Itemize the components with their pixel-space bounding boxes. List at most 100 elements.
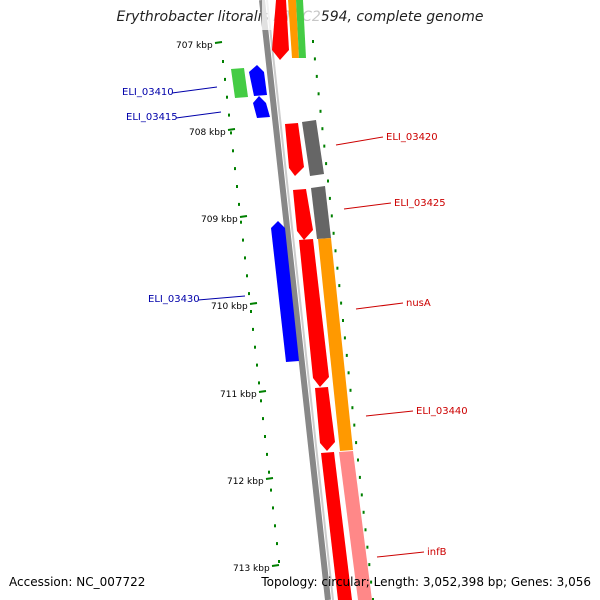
tick-label-707: 707 kbp xyxy=(176,41,213,51)
left-track-dot xyxy=(232,149,234,153)
gene-eli-03440[interactable] xyxy=(315,387,335,451)
gene-top-red[interactable] xyxy=(272,0,289,60)
right-track-dot xyxy=(355,441,358,445)
tick-711 xyxy=(258,390,267,393)
right-track-dot xyxy=(343,336,346,340)
genome-stats-text: Topology: circular; Length: 3,052,398 bp… xyxy=(261,575,591,589)
tick-label-709: 709 kbp xyxy=(201,215,238,225)
right-track-dot xyxy=(372,598,374,600)
gene-eli-03410[interactable] xyxy=(249,65,267,96)
right-track-dot xyxy=(366,545,369,549)
left-track-dot xyxy=(236,185,238,188)
left-track-dot xyxy=(252,327,254,331)
left-track-dot xyxy=(256,363,258,367)
tick-dot-track xyxy=(222,40,374,600)
left-track-dot xyxy=(228,113,230,117)
leader-eli-03420 xyxy=(335,136,384,146)
tick-710 xyxy=(249,302,258,305)
gene-nusa[interactable] xyxy=(299,239,329,387)
right-track-dot xyxy=(323,144,326,148)
right-track-dot xyxy=(368,563,371,567)
left-track-dot xyxy=(268,470,270,474)
tick-709 xyxy=(239,215,248,218)
right-track-dot xyxy=(321,127,324,131)
tick-707 xyxy=(214,41,223,44)
label-eli-03420[interactable]: ELI_03420 xyxy=(386,132,438,143)
label-nusa[interactable]: nusA xyxy=(406,298,431,309)
right-track-dot xyxy=(349,388,352,392)
label-eli-03440[interactable]: ELI_03440 xyxy=(416,406,468,417)
left-track-dot xyxy=(266,452,268,456)
leader-eli-03440 xyxy=(365,410,414,417)
right-track-dot xyxy=(332,231,335,235)
right-track-dot xyxy=(362,510,365,514)
left-track-dot xyxy=(244,256,246,260)
right-track-dot xyxy=(330,214,333,218)
leader-eli-03415 xyxy=(175,111,222,119)
gene-top-green[interactable] xyxy=(296,0,306,58)
right-track-dot xyxy=(312,40,314,43)
leader-eli-03430 xyxy=(197,295,246,301)
left-track-dot xyxy=(278,560,280,563)
right-track-dot xyxy=(319,109,322,113)
kbp-ticks: 707 kbp 708 kbp 709 kbp 710 kbp 711 kbp … xyxy=(176,41,280,574)
leader-infb xyxy=(376,551,425,558)
left-track-dot xyxy=(262,417,264,421)
gene-eli-03420[interactable] xyxy=(285,123,304,176)
left-track-dot xyxy=(234,167,236,171)
right-track-dot xyxy=(370,580,373,584)
gene-eli-03430[interactable] xyxy=(271,221,299,362)
right-track-dot xyxy=(315,74,318,78)
cog-eli-03420[interactable] xyxy=(302,120,324,176)
right-track-dot xyxy=(345,353,348,357)
genome-backbone-highlight xyxy=(266,0,334,600)
label-eli-03415[interactable]: ELI_03415 xyxy=(126,112,178,123)
left-track-dot xyxy=(238,202,240,206)
gene-top-orange[interactable] xyxy=(288,0,299,58)
gene-eli-03415[interactable] xyxy=(253,96,270,118)
label-eli-03410[interactable]: ELI_03410 xyxy=(122,87,174,98)
right-track-dot xyxy=(358,475,361,479)
cog-eli-03425[interactable] xyxy=(311,186,331,239)
right-track-dot xyxy=(317,92,320,96)
left-track-dot xyxy=(250,310,252,313)
cog-nusa[interactable] xyxy=(318,238,353,451)
right-track-dot xyxy=(347,371,350,375)
left-track-dot xyxy=(240,220,242,224)
left-track-dot xyxy=(260,399,262,403)
right-track-dot xyxy=(328,196,331,200)
tick-label-713: 713 kbp xyxy=(233,564,270,574)
left-track-dot xyxy=(226,95,228,99)
genome-backbone xyxy=(259,0,331,600)
left-track-dot xyxy=(274,524,276,528)
right-track-dot xyxy=(340,301,343,305)
left-track-dot xyxy=(258,381,260,385)
tick-label-708: 708 kbp xyxy=(189,128,226,138)
label-infb[interactable]: infB xyxy=(427,547,447,558)
right-track-dot xyxy=(334,249,337,253)
gene-infb[interactable] xyxy=(321,452,352,600)
right-track-dot xyxy=(327,179,329,183)
tick-label-711: 711 kbp xyxy=(220,390,257,400)
accession-text: Accession: NC_007722 xyxy=(9,575,146,589)
tick-label-710: 710 kbp xyxy=(211,302,248,312)
label-eli-03425[interactable]: ELI_03425 xyxy=(394,198,446,209)
left-track-dot xyxy=(270,488,272,492)
right-track-dot xyxy=(360,493,363,497)
tick-label-712: 712 kbp xyxy=(227,477,264,487)
left-track-dot xyxy=(254,345,256,349)
label-eli-03430[interactable]: ELI_03430 xyxy=(148,294,200,305)
left-track-dot xyxy=(264,435,266,438)
cog-infb[interactable] xyxy=(339,451,372,600)
left-track-dot xyxy=(242,238,244,242)
left-track-dot xyxy=(222,60,224,63)
left-track-dot xyxy=(248,292,250,296)
left-track-dot xyxy=(272,506,274,510)
right-track-dot xyxy=(338,284,341,288)
left-track-dot xyxy=(246,274,248,278)
gene-eli-03425[interactable] xyxy=(293,189,313,240)
right-track-dot xyxy=(351,406,354,410)
tick-712 xyxy=(265,477,274,480)
gene-rna-eli-03410-region[interactable] xyxy=(231,68,248,98)
